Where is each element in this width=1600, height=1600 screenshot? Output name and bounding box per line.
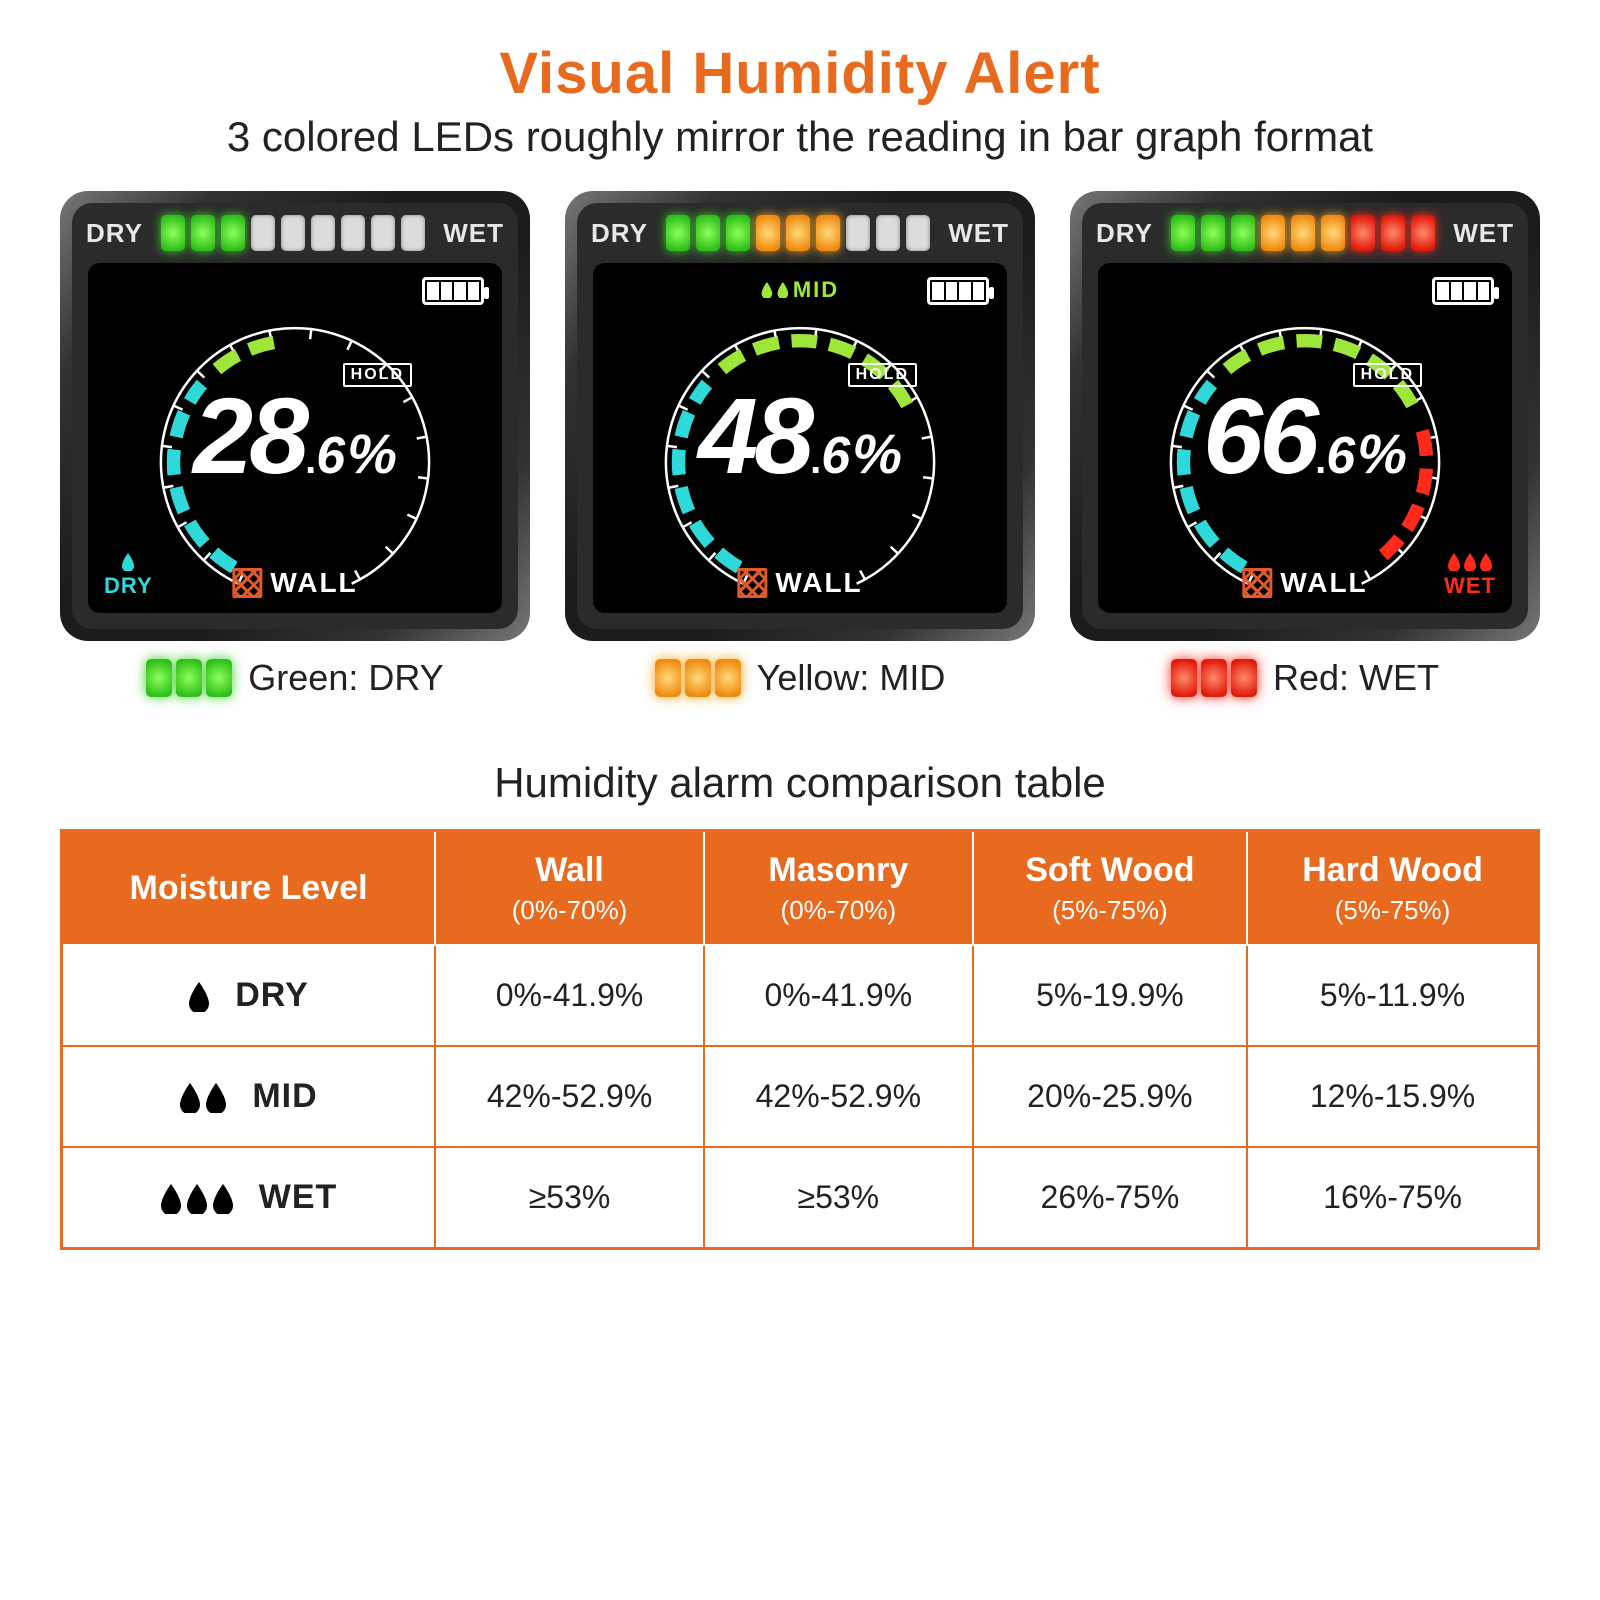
value-cell: 0%-41.9% xyxy=(704,945,973,1046)
value-cell: 5%-19.9% xyxy=(973,945,1247,1046)
led-off xyxy=(341,215,365,251)
wall-icon xyxy=(232,568,262,598)
led-label-wet: WET xyxy=(948,218,1009,249)
led-label-dry: DRY xyxy=(1096,218,1153,249)
caption-label: Red: WET xyxy=(1273,657,1439,699)
device-bezel: DRY WET MID HOLD 48.6% WALL xyxy=(565,191,1035,641)
led-off xyxy=(846,215,870,251)
devices-row: DRY WET HOLD 28.6% WALL DRY xyxy=(60,191,1540,699)
page-subtitle: 3 colored LEDs roughly mirror the readin… xyxy=(60,113,1540,161)
caption-label: Yellow: MID xyxy=(757,657,946,699)
led-yellow xyxy=(786,215,810,251)
mode-label: WALL xyxy=(1242,567,1367,599)
wall-icon xyxy=(737,568,767,598)
device-mid: DRY WET MID HOLD 48.6% WALL xyxy=(565,191,1035,699)
table-header: Wall(0%-70%) xyxy=(435,831,704,945)
led-off xyxy=(251,215,275,251)
corner-status-tag: DRY xyxy=(104,553,153,599)
value-cell: 42%-52.9% xyxy=(704,1046,973,1147)
mode-label: WALL xyxy=(232,567,357,599)
corner-status-tag: WET xyxy=(1444,553,1496,599)
value-cell: 20%-25.9% xyxy=(973,1046,1247,1147)
led-red xyxy=(1411,215,1435,251)
device-screen: HOLD 66.6% WALL WET xyxy=(1096,261,1514,615)
led-green xyxy=(726,215,750,251)
led-off xyxy=(906,215,930,251)
led-green xyxy=(161,215,185,251)
led-off xyxy=(876,215,900,251)
device-caption: Red: WET xyxy=(1070,657,1540,699)
led-yellow xyxy=(1321,215,1345,251)
led-off xyxy=(281,215,305,251)
device-bezel: DRY WET HOLD 28.6% WALL DRY xyxy=(60,191,530,641)
device-dry: DRY WET HOLD 28.6% WALL DRY xyxy=(60,191,530,699)
led-label-wet: WET xyxy=(1453,218,1514,249)
led-red xyxy=(1381,215,1405,251)
device-wet: DRY WET HOLD 66.6% WALL WET xyxy=(1070,191,1540,699)
table-title: Humidity alarm comparison table xyxy=(60,759,1540,807)
battery-icon xyxy=(422,277,484,305)
humidity-reading: 48.6% xyxy=(698,382,902,490)
led-bar: DRY WET xyxy=(86,213,504,253)
value-cell: 16%-75% xyxy=(1247,1147,1538,1249)
level-cell: WET xyxy=(62,1147,436,1249)
led-label-dry: DRY xyxy=(591,218,648,249)
humidity-reading: 66.6% xyxy=(1203,382,1407,490)
led-green xyxy=(1231,215,1255,251)
led-red xyxy=(1351,215,1375,251)
value-cell: 12%-15.9% xyxy=(1247,1046,1538,1147)
led-green xyxy=(221,215,245,251)
battery-icon xyxy=(1432,277,1494,305)
led-bar: DRY WET xyxy=(1096,213,1514,253)
device-caption: Yellow: MID xyxy=(565,657,1035,699)
led-yellow xyxy=(1261,215,1285,251)
caption-label: Green: DRY xyxy=(248,657,443,699)
value-cell: 5%-11.9% xyxy=(1247,945,1538,1046)
table-header: Soft Wood(5%-75%) xyxy=(973,831,1247,945)
table-header: Moisture Level xyxy=(62,831,436,945)
value-cell: 26%-75% xyxy=(973,1147,1247,1249)
value-cell: ≥53% xyxy=(435,1147,704,1249)
value-cell: ≥53% xyxy=(704,1147,973,1249)
table-row: MID42%-52.9%42%-52.9%20%-25.9%12%-15.9% xyxy=(62,1046,1539,1147)
led-green xyxy=(1171,215,1195,251)
device-caption: Green: DRY xyxy=(60,657,530,699)
led-label-wet: WET xyxy=(443,218,504,249)
led-green xyxy=(666,215,690,251)
led-off xyxy=(311,215,335,251)
device-screen: MID HOLD 48.6% WALL xyxy=(591,261,1009,615)
led-off xyxy=(401,215,425,251)
led-yellow xyxy=(756,215,780,251)
caption-leds xyxy=(146,659,232,697)
table-header: Masonry(0%-70%) xyxy=(704,831,973,945)
table-row: DRY0%-41.9%0%-41.9%5%-19.9%5%-11.9% xyxy=(62,945,1539,1046)
led-green xyxy=(696,215,720,251)
table-header: Hard Wood(5%-75%) xyxy=(1247,831,1538,945)
comparison-table: Moisture LevelWall(0%-70%)Masonry(0%-70%… xyxy=(60,829,1540,1250)
table-row: WET≥53%≥53%26%-75%16%-75% xyxy=(62,1147,1539,1249)
status-mid-tag: MID xyxy=(761,277,839,303)
caption-leds xyxy=(1171,659,1257,697)
led-yellow xyxy=(1291,215,1315,251)
led-label-dry: DRY xyxy=(86,218,143,249)
value-cell: 42%-52.9% xyxy=(435,1046,704,1147)
led-off xyxy=(371,215,395,251)
value-cell: 0%-41.9% xyxy=(435,945,704,1046)
led-green xyxy=(191,215,215,251)
wall-icon xyxy=(1242,568,1272,598)
device-screen: HOLD 28.6% WALL DRY xyxy=(86,261,504,615)
level-cell: DRY xyxy=(62,945,436,1046)
device-bezel: DRY WET HOLD 66.6% WALL WET xyxy=(1070,191,1540,641)
humidity-reading: 28.6% xyxy=(193,382,397,490)
mode-label: WALL xyxy=(737,567,862,599)
caption-leds xyxy=(655,659,741,697)
led-bar: DRY WET xyxy=(591,213,1009,253)
led-green xyxy=(1201,215,1225,251)
battery-icon xyxy=(927,277,989,305)
level-cell: MID xyxy=(62,1046,436,1147)
led-yellow xyxy=(816,215,840,251)
page-title: Visual Humidity Alert xyxy=(60,40,1540,107)
